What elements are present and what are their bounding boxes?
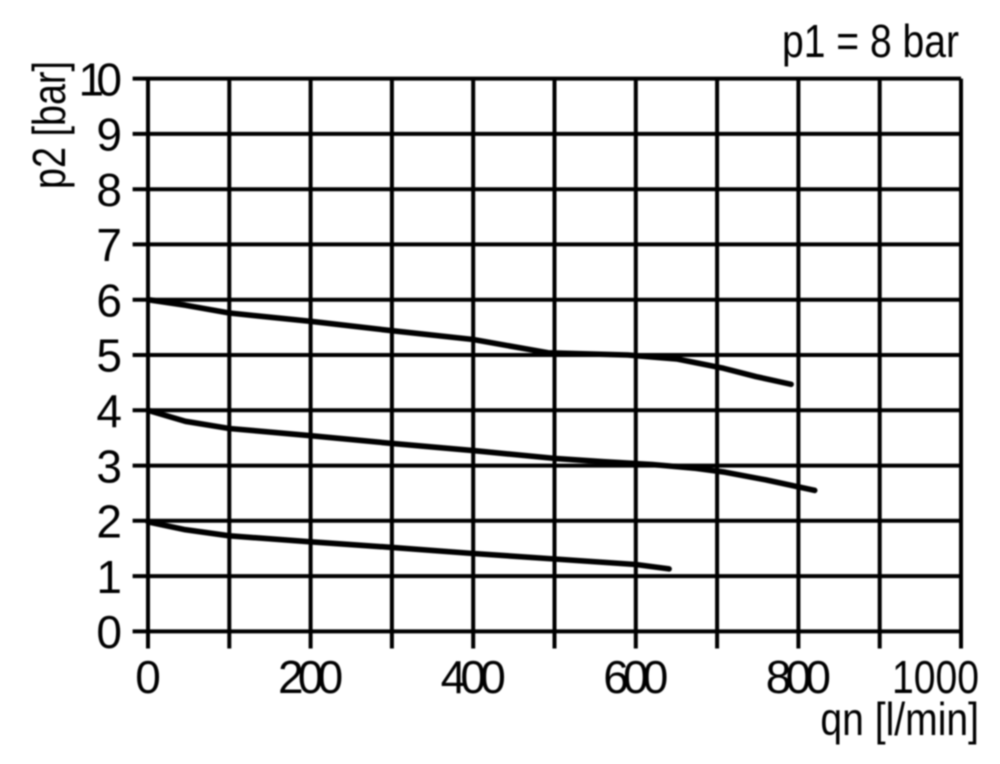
svg-text:p2 [bar]: p2 [bar] xyxy=(23,61,75,189)
svg-text:9: 9 xyxy=(96,109,122,161)
svg-text:1: 1 xyxy=(96,551,122,603)
svg-text:0: 0 xyxy=(135,651,161,703)
svg-text:400: 400 xyxy=(441,651,506,703)
svg-text:qn [l/min]: qn [l/min] xyxy=(820,693,979,745)
svg-text:2: 2 xyxy=(96,496,122,548)
svg-text:p1 = 8 bar: p1 = 8 bar xyxy=(782,15,959,67)
svg-text:1000: 1000 xyxy=(892,651,979,703)
svg-text:8: 8 xyxy=(96,164,122,216)
svg-text:600: 600 xyxy=(603,651,668,703)
svg-text:10: 10 xyxy=(79,53,123,105)
svg-text:200: 200 xyxy=(278,651,343,703)
svg-text:5: 5 xyxy=(96,330,122,382)
svg-text:4: 4 xyxy=(96,385,122,437)
svg-text:3: 3 xyxy=(96,440,122,492)
svg-text:6: 6 xyxy=(96,274,122,326)
svg-text:0: 0 xyxy=(96,606,122,658)
svg-text:7: 7 xyxy=(96,219,122,271)
svg-text:800: 800 xyxy=(766,651,831,703)
